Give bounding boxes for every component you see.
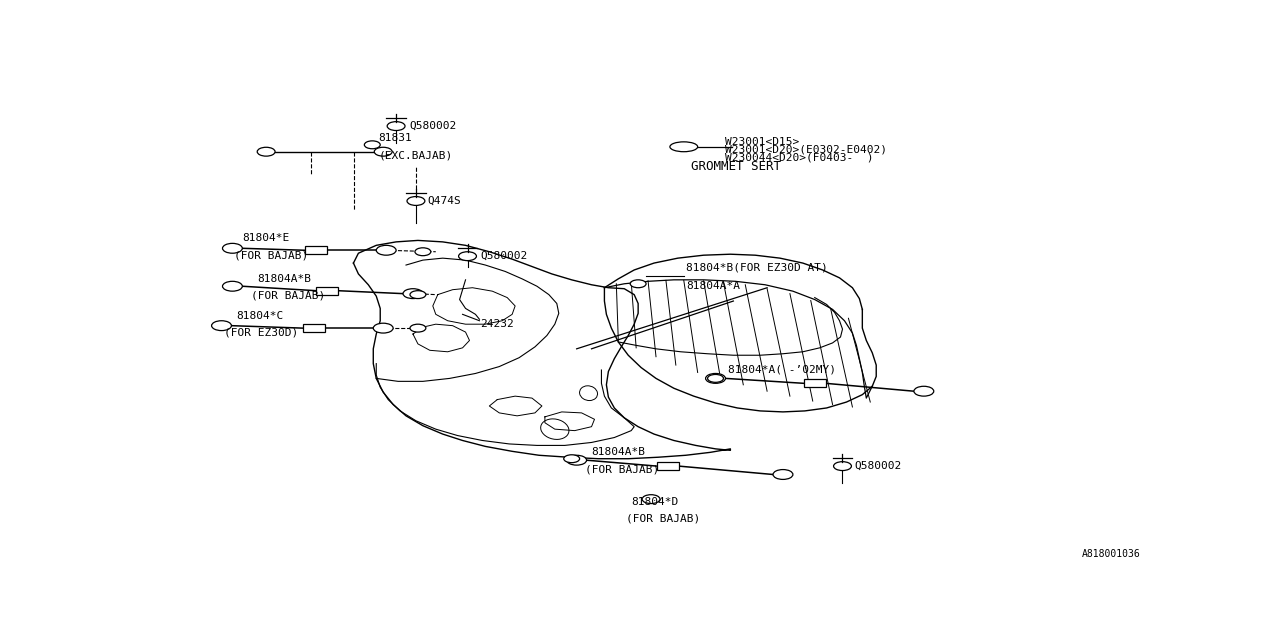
Circle shape: [563, 455, 580, 463]
Circle shape: [387, 122, 404, 131]
Text: Q580002: Q580002: [855, 461, 901, 471]
Text: 24232: 24232: [480, 319, 515, 329]
Text: 81804*D: 81804*D: [631, 497, 678, 506]
Bar: [316, 287, 338, 294]
Circle shape: [567, 455, 586, 465]
Bar: [303, 324, 325, 332]
Text: 81804*E: 81804*E: [242, 234, 289, 243]
Circle shape: [708, 374, 723, 382]
Circle shape: [415, 248, 431, 256]
Circle shape: [705, 374, 726, 383]
Circle shape: [223, 282, 242, 291]
Circle shape: [403, 289, 422, 298]
Circle shape: [211, 321, 232, 331]
Circle shape: [407, 196, 425, 205]
Text: (EXC.BAJAB): (EXC.BAJAB): [379, 150, 453, 160]
Text: (FOR EZ30D): (FOR EZ30D): [224, 328, 298, 338]
Text: W230044<D20>(F0403-  ): W230044<D20>(F0403- ): [726, 152, 874, 163]
Text: W23001<D20>(E0302-E0402): W23001<D20>(E0302-E0402): [726, 145, 887, 155]
Bar: [804, 380, 826, 387]
Circle shape: [374, 147, 392, 156]
Text: GROMMET SERT: GROMMET SERT: [691, 160, 781, 173]
Text: A818001036: A818001036: [1082, 548, 1140, 559]
Text: 81804*B(FOR EZ30D AT): 81804*B(FOR EZ30D AT): [686, 263, 827, 273]
Circle shape: [914, 387, 934, 396]
Text: 81804A*B: 81804A*B: [591, 447, 645, 457]
Text: 81804A*A: 81804A*A: [686, 282, 740, 291]
Text: Q580002: Q580002: [480, 251, 527, 261]
Text: (FOR BAJAB): (FOR BAJAB): [251, 291, 325, 301]
Circle shape: [773, 470, 792, 479]
Text: (FOR BAJAB): (FOR BAJAB): [585, 464, 659, 474]
Circle shape: [458, 252, 476, 260]
Circle shape: [833, 461, 851, 470]
Bar: [305, 246, 326, 254]
Circle shape: [643, 495, 660, 504]
Ellipse shape: [669, 142, 698, 152]
Bar: [657, 462, 678, 470]
Circle shape: [223, 243, 242, 253]
Text: Q474S: Q474S: [428, 196, 462, 206]
Text: (FOR BAJAB): (FOR BAJAB): [626, 514, 700, 524]
Circle shape: [257, 147, 275, 156]
Circle shape: [410, 324, 426, 332]
Text: 81831: 81831: [379, 133, 412, 143]
Text: 81804*C: 81804*C: [237, 311, 284, 321]
Circle shape: [365, 141, 380, 148]
Text: W23001<D15>: W23001<D15>: [726, 137, 800, 147]
Text: (FOR BAJAB): (FOR BAJAB): [234, 250, 308, 260]
Text: Q580002: Q580002: [410, 121, 456, 131]
Circle shape: [410, 291, 426, 298]
Text: 81804*A( -’02MY): 81804*A( -’02MY): [728, 365, 836, 375]
Circle shape: [374, 323, 393, 333]
Circle shape: [376, 245, 396, 255]
Text: 81804A*B: 81804A*B: [257, 274, 311, 284]
Circle shape: [630, 280, 646, 288]
